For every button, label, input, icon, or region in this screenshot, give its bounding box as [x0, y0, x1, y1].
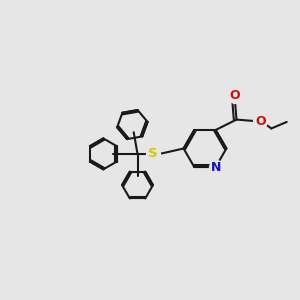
Text: S: S	[148, 147, 158, 161]
Text: O: O	[230, 89, 240, 102]
Text: O: O	[255, 115, 266, 128]
Text: N: N	[211, 160, 221, 173]
